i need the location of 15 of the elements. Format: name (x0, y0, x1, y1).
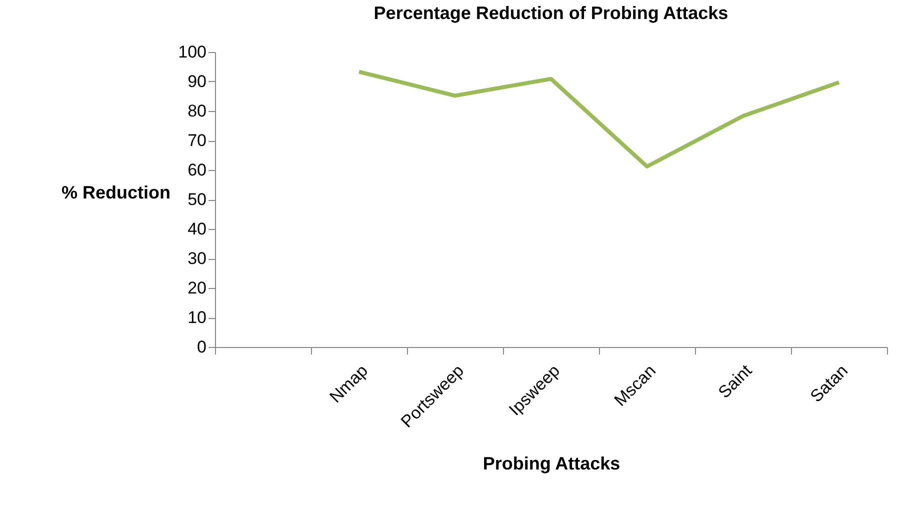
y-tick-label: 50 (188, 190, 206, 209)
y-tick-label: 20 (188, 278, 206, 298)
y-tick-label: 90 (188, 72, 206, 91)
y-tick-label: 0 (197, 338, 206, 356)
y-tick-label: 10 (188, 308, 206, 327)
y-tick-label: 60 (188, 160, 206, 180)
y-tick-label: 80 (188, 102, 206, 120)
line-series (357, 70, 841, 168)
x-axis-title: Probing Attacks (482, 454, 620, 474)
chart-title: Percentage Reduction of Probing Attacks (374, 3, 728, 23)
y-tick-label: 100 (178, 42, 206, 62)
y-axis-title: % Reduction (61, 182, 170, 202)
y-tick-label: 70 (188, 131, 206, 150)
y-tick-label: 30 (188, 249, 206, 268)
y-tick-label: 40 (188, 220, 206, 238)
